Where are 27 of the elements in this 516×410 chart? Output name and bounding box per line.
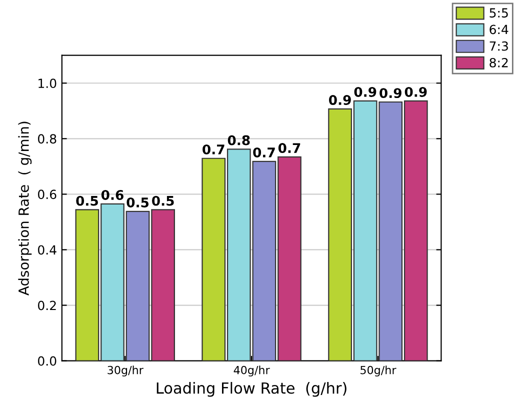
- y-tick-label: 0.4: [38, 245, 56, 255]
- y-tick-label: 0.6: [38, 190, 56, 200]
- data-label: 0.7: [253, 148, 275, 158]
- legend-label: 8:2: [490, 58, 508, 68]
- legend-label: 6:4: [490, 24, 508, 34]
- data-label: 0.9: [404, 86, 427, 97]
- data-label: 0.5: [152, 196, 174, 206]
- data-label: 0.6: [101, 190, 124, 200]
- data-label: 0.7: [278, 143, 300, 154]
- data-label: 0.9: [380, 88, 402, 98]
- y-axis-title: Adsorption Rate ( g/min): [18, 122, 32, 296]
- data-label: 0.5: [76, 196, 98, 206]
- data-label: 0.5: [126, 197, 149, 208]
- x-tick-label: 30g/hr: [108, 366, 144, 376]
- y-tick-label: 0.0: [38, 356, 56, 366]
- y-tick-label: 1.0: [38, 78, 56, 88]
- y-tick-label: 0.8: [38, 134, 56, 144]
- data-label: 0.9: [354, 86, 376, 97]
- x-tick-label: 50g/hr: [360, 366, 396, 376]
- data-label: 0.8: [228, 135, 250, 146]
- legend-label: 5:5: [490, 8, 508, 18]
- x-tick-label: 40g/hr: [234, 366, 270, 376]
- data-label: 0.9: [328, 95, 351, 105]
- y-tick-label: 0.2: [38, 300, 56, 310]
- legend-label: 7:3: [490, 41, 508, 51]
- x-axis-title: Loading Flow Rate (g/hr): [156, 382, 346, 397]
- data-label: 0.7: [202, 144, 224, 154]
